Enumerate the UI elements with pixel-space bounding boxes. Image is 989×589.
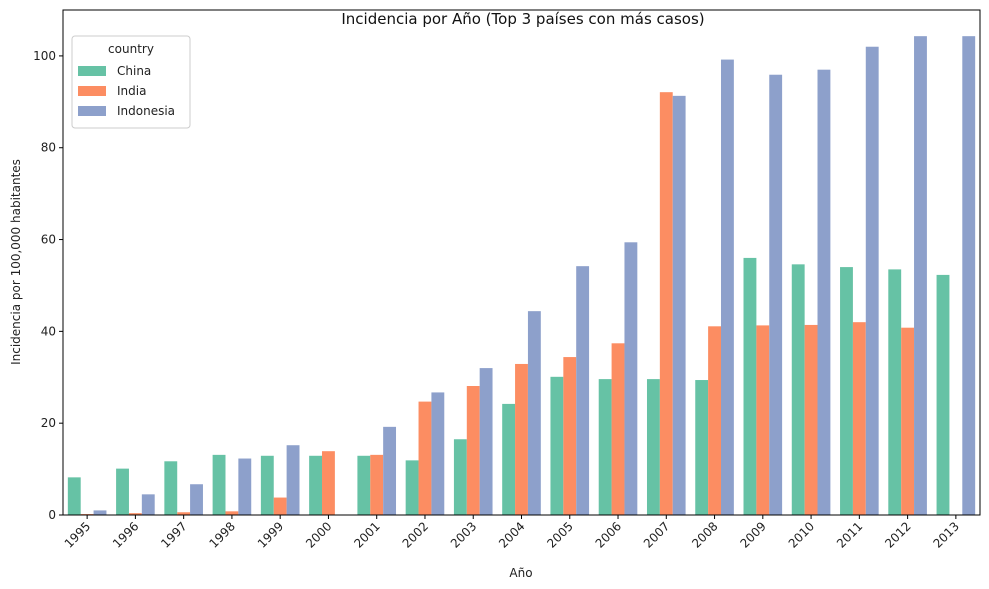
bar-indonesia-1995 [93, 510, 107, 515]
bar-indonesia-2001 [383, 426, 397, 515]
bar-china-2010 [791, 264, 805, 515]
bar-india-1999 [273, 497, 287, 515]
bar-china-1997 [164, 461, 178, 515]
y-tick-label: 20 [41, 416, 56, 430]
bar-china-2007 [646, 379, 660, 515]
bar-india-2006 [611, 343, 625, 515]
bar-india-2003 [466, 386, 480, 515]
bar-india-1998 [225, 511, 239, 515]
x-tick-label: 1997 [158, 519, 189, 550]
x-tick-label: 1998 [207, 519, 238, 550]
bar-china-2009 [743, 257, 757, 515]
bar-china-2003 [453, 439, 467, 515]
bar-indonesia-1996 [141, 494, 155, 515]
x-tick-label: 1996 [110, 519, 141, 550]
x-tick-label: 2001 [351, 519, 382, 550]
bar-indonesia-2003 [479, 368, 493, 515]
legend-swatch-indonesia [78, 106, 106, 116]
bar-china-2013 [936, 274, 950, 515]
x-tick-label: 1995 [62, 519, 93, 550]
bar-india-2012 [901, 327, 915, 515]
bar-indonesia-2004 [527, 311, 541, 515]
bar-india-2007 [659, 92, 673, 516]
x-tick-label: 1999 [255, 519, 286, 550]
bar-indonesia-2005 [576, 266, 590, 515]
y-tick-label: 100 [33, 49, 56, 63]
legend-swatch-china [78, 66, 106, 76]
x-tick-label: 2008 [689, 519, 720, 550]
legend-label-china: China [117, 64, 151, 78]
y-tick-label: 80 [41, 141, 56, 155]
x-tick-label: 2002 [400, 519, 431, 550]
bar-india-2004 [515, 363, 528, 515]
x-tick-label: 2009 [737, 519, 768, 550]
x-tick-label: 2012 [882, 519, 913, 550]
bar-indonesia-2011 [865, 46, 879, 515]
bar-indonesia-2007 [672, 95, 686, 515]
y-axis-label: Incidencia por 100,000 habitantes [9, 159, 23, 365]
bar-india-2005 [563, 357, 577, 515]
x-tick-label: 2007 [641, 519, 672, 550]
x-tick-label: 2010 [786, 519, 817, 550]
x-axis: 1995 1996 1997 1998 1999 2000 2001 2002 2003 2004… [62, 515, 962, 551]
bar-china-2008 [695, 380, 709, 515]
plot-frame [62, 9, 981, 516]
bars-group [67, 36, 976, 516]
x-tick-label: 2011 [834, 519, 865, 550]
bar-china-2004 [502, 403, 516, 515]
bar-india-2011 [852, 322, 866, 515]
x-tick-label: 2013 [930, 519, 961, 550]
x-tick-label: 2006 [593, 519, 624, 550]
bar-india-2010 [804, 324, 818, 515]
bar-indonesia-2002 [431, 392, 445, 515]
bar-china-2012 [888, 269, 902, 515]
x-tick-label: 2004 [496, 519, 527, 550]
bar-indonesia-2012 [914, 36, 927, 516]
bar-indonesia-1999 [286, 445, 300, 515]
y-tick-label: 0 [48, 508, 56, 522]
bar-india-2001 [370, 454, 384, 515]
bar-china-2006 [598, 379, 612, 515]
x-tick-label: 2003 [448, 519, 479, 550]
bar-indonesia-1997 [190, 484, 203, 515]
bar-india-2000 [322, 451, 335, 515]
bar-indonesia-2010 [817, 69, 831, 516]
legend-frame [71, 35, 191, 129]
bar-china-2000 [309, 455, 323, 515]
x-tick-label: 2000 [303, 519, 334, 550]
bar-india-1996 [128, 513, 142, 515]
legend-title: country [108, 42, 154, 56]
bar-indonesia-1998 [238, 458, 252, 515]
y-tick-label: 60 [41, 233, 56, 247]
bar-indonesia-2006 [624, 242, 638, 516]
bar-china-1998 [212, 454, 226, 515]
legend: country China India Indonesia [71, 35, 191, 129]
bar-indonesia-2013 [962, 36, 976, 516]
legend-label-india: India [117, 84, 146, 98]
bar-india-2002 [418, 401, 432, 515]
bar-china-1999 [260, 455, 274, 515]
x-axis-label: Año [509, 566, 532, 580]
bar-china-2011 [840, 267, 853, 515]
bar-indonesia-2008 [720, 59, 734, 515]
legend-label-indonesia: Indonesia [117, 104, 175, 118]
bar-china-2005 [550, 376, 564, 515]
chart-title: Incidencia por Año (Top 3 países con más… [341, 10, 704, 28]
bar-china-1995 [67, 477, 81, 515]
bar-china-2002 [405, 460, 419, 515]
bar-china-2001 [357, 455, 371, 515]
x-tick-label: 2005 [544, 519, 575, 550]
bar-indonesia-2009 [769, 74, 783, 515]
bar-china-1996 [116, 468, 129, 515]
bar-india-1997 [177, 512, 191, 515]
legend-swatch-india [78, 86, 106, 96]
bar-india-2009 [756, 325, 770, 515]
bar-india-2008 [708, 326, 721, 515]
y-tick-label: 40 [41, 324, 56, 338]
y-axis: 0 20 40 60 80 100 [33, 49, 63, 522]
